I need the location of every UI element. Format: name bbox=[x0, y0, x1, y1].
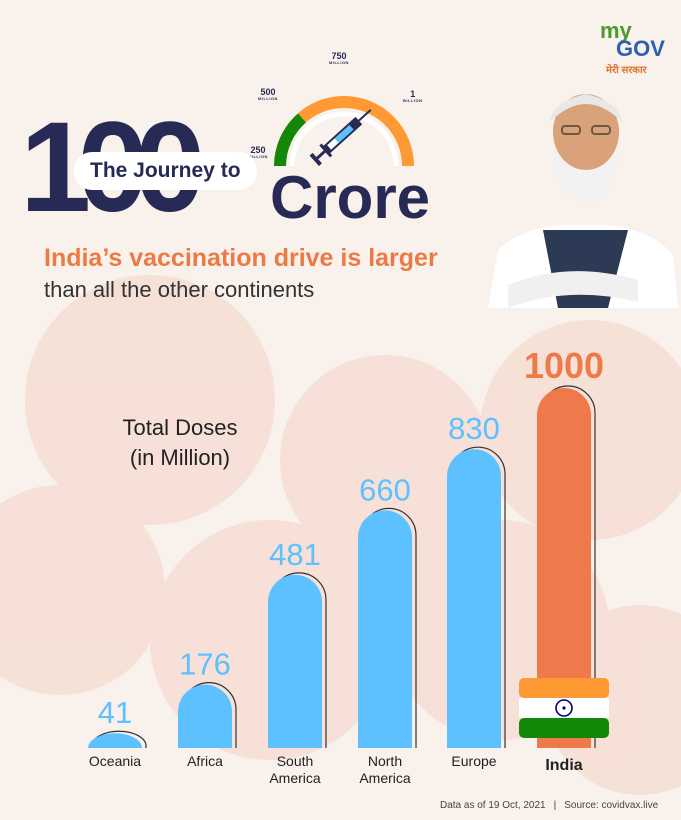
category-label: North bbox=[368, 753, 402, 769]
background-circle bbox=[0, 485, 165, 695]
footer-note: Data as of 19 Oct, 2021 | Source: covidvax… bbox=[440, 800, 658, 811]
value-label: 481 bbox=[269, 537, 321, 572]
category-label: Oceania bbox=[89, 753, 141, 769]
bar-europe bbox=[447, 449, 501, 748]
data-date-note: Data as of 19 Oct, 2021 bbox=[440, 800, 546, 811]
category-label: America bbox=[359, 770, 411, 786]
flag-green-band bbox=[519, 718, 609, 738]
crore-label: Crore bbox=[270, 164, 431, 231]
y-axis-unit: (in Million) bbox=[130, 445, 230, 470]
gauge-label-750: 750 MILLION bbox=[329, 51, 349, 65]
category-label: South bbox=[277, 753, 314, 769]
portrait-glasses bbox=[561, 125, 581, 135]
mygov-logo-my: my bbox=[600, 18, 632, 43]
gauge-arc-green bbox=[274, 113, 307, 167]
portrait-illustration bbox=[488, 94, 678, 308]
gauge-label-1-billion: 1 BILLION bbox=[403, 89, 423, 103]
value-label: 1000 bbox=[524, 345, 604, 386]
background-circle bbox=[280, 355, 490, 565]
mygov-tagline: मेरी सरकार bbox=[606, 65, 647, 76]
syringe-icon bbox=[309, 109, 372, 166]
vaccine-gauge bbox=[274, 96, 414, 167]
subheadline: than all the other continents bbox=[44, 277, 315, 302]
gauge-arc-white bbox=[289, 111, 399, 167]
y-axis-label: Total Doses bbox=[123, 415, 238, 440]
gauge-label-500: 500 MILLION bbox=[258, 87, 278, 101]
headline: India’s vaccination drive is larger bbox=[44, 244, 438, 272]
bar-north-america bbox=[358, 510, 412, 748]
bar-oceania bbox=[88, 733, 142, 748]
bar-africa bbox=[178, 684, 232, 748]
category-label: Europe bbox=[451, 753, 496, 769]
category-label: India bbox=[545, 757, 582, 774]
bar-india bbox=[537, 388, 591, 748]
gauge-label-250: 250 MILLION bbox=[248, 145, 268, 159]
journey-label: The Journey to bbox=[74, 152, 257, 190]
bar-south-america bbox=[268, 574, 322, 748]
portrait-arms bbox=[508, 271, 638, 308]
value-label: 41 bbox=[98, 695, 132, 730]
value-label: 660 bbox=[359, 472, 411, 507]
category-label: America bbox=[269, 770, 321, 786]
background-circle bbox=[25, 275, 275, 525]
data-source: Source: covidvax.live bbox=[564, 800, 659, 811]
value-label: 176 bbox=[179, 647, 231, 682]
portrait-hair bbox=[550, 94, 622, 122]
flag-saffron-band bbox=[519, 678, 609, 698]
footer-separator: | bbox=[553, 800, 557, 811]
ashoka-chakra-icon bbox=[555, 699, 573, 717]
portrait-beard bbox=[552, 148, 620, 204]
ashoka-chakra-hub bbox=[562, 706, 566, 710]
value-label: 830 bbox=[448, 411, 500, 446]
portrait-face bbox=[553, 94, 619, 170]
category-label: Africa bbox=[187, 753, 223, 769]
mygov-logo-gov: GOV bbox=[616, 36, 665, 61]
